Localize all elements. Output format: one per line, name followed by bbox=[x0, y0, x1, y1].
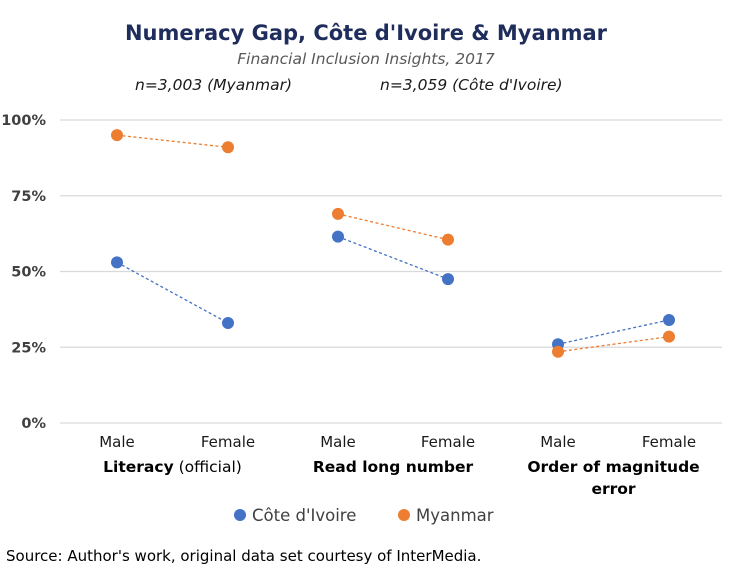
x-tick-label: Female bbox=[642, 433, 696, 451]
series-line-cote-divoire bbox=[337, 236, 449, 280]
legend-marker bbox=[398, 509, 410, 521]
group-label: Read long number bbox=[313, 458, 474, 476]
sample-size-cote-divoire: n=3,059 (Côte d'Ivoire) bbox=[380, 76, 563, 94]
group-label: Literacy (official) bbox=[103, 458, 242, 476]
x-tick-label: Female bbox=[421, 433, 475, 451]
y-tick-label: 25% bbox=[11, 340, 46, 356]
data-point-myanmar bbox=[552, 345, 564, 358]
series-line-myanmar bbox=[116, 134, 229, 148]
data-point-cote-divoire bbox=[442, 273, 454, 286]
data-point-myanmar bbox=[663, 330, 675, 343]
data-point-myanmar bbox=[442, 233, 454, 246]
data-points bbox=[111, 129, 675, 358]
y-tick-label: 50% bbox=[11, 265, 46, 281]
series-line-myanmar bbox=[557, 336, 670, 353]
chart-title: Numeracy Gap, Côte d'Ivoire & Myanmar bbox=[125, 21, 608, 45]
series-lines bbox=[116, 134, 670, 353]
group-label: Order of magnitude bbox=[527, 458, 699, 476]
data-point-myanmar bbox=[222, 141, 234, 154]
y-tick-label: 0% bbox=[21, 416, 46, 432]
x-tick-label: Female bbox=[201, 433, 255, 451]
series-line-myanmar bbox=[337, 213, 449, 241]
group-labels: Literacy (official) Read long number Order… bbox=[103, 458, 700, 498]
x-tick-label: Male bbox=[540, 433, 576, 451]
source-note: Source: Author's work, original data set… bbox=[6, 547, 481, 565]
x-axis-ticks: Male Female Male Female Male Female bbox=[99, 433, 696, 451]
y-tick-label: 100% bbox=[1, 113, 46, 129]
legend-label: Côte d'Ivoire bbox=[252, 506, 356, 525]
data-point-cote-divoire bbox=[111, 256, 123, 269]
chart-subtitle: Financial Inclusion Insights, 2017 bbox=[237, 50, 495, 68]
y-axis-ticks: 0% 25% 50% 75% 100% bbox=[1, 113, 46, 432]
gridlines bbox=[60, 119, 722, 424]
series-line-cote-divoire bbox=[557, 319, 670, 345]
data-point-myanmar bbox=[111, 129, 123, 142]
group-label-line2: error bbox=[591, 480, 635, 498]
data-point-cote-divoire bbox=[332, 230, 344, 243]
y-tick-label: 75% bbox=[11, 189, 46, 205]
legend: Côte d'Ivoire Myanmar bbox=[234, 506, 494, 525]
x-tick-label: Male bbox=[320, 433, 356, 451]
data-point-cote-divoire bbox=[222, 317, 234, 330]
legend-marker bbox=[234, 509, 246, 521]
legend-label: Myanmar bbox=[416, 506, 494, 525]
x-tick-label: Male bbox=[99, 433, 135, 451]
data-point-cote-divoire bbox=[663, 313, 675, 326]
series-line-cote-divoire bbox=[116, 261, 229, 324]
sample-size-myanmar: n=3,003 (Myanmar) bbox=[135, 76, 292, 94]
data-point-myanmar bbox=[332, 207, 344, 220]
